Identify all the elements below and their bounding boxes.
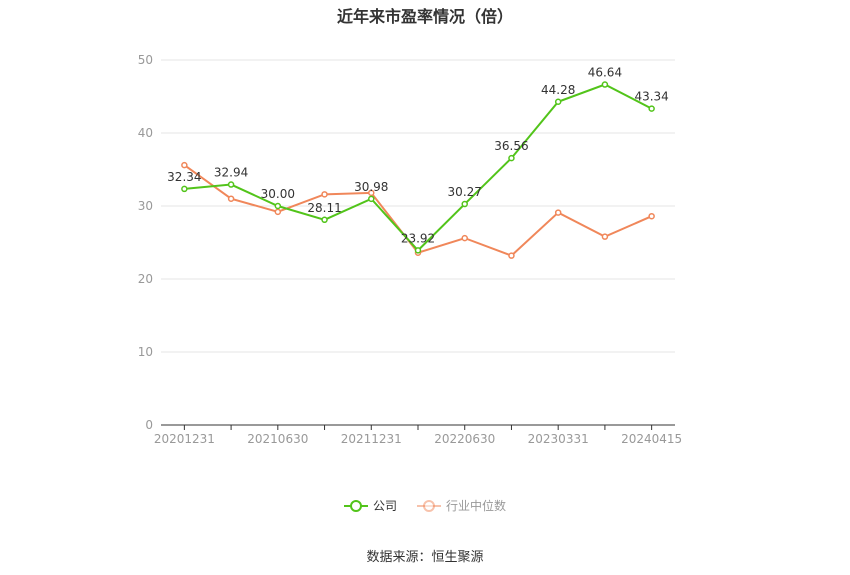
legend-item-industry[interactable]: 行业中位数	[417, 497, 506, 514]
data-point	[508, 252, 515, 259]
data-label: 32.34	[167, 170, 201, 184]
data-point	[461, 200, 468, 208]
data-point	[181, 161, 188, 169]
legend-industry-icon	[417, 499, 441, 512]
x-tick-label: 20211231	[341, 432, 402, 446]
y-tick-label: 0	[145, 418, 153, 432]
data-point	[554, 209, 562, 216]
data-point	[648, 212, 655, 220]
data-point	[227, 195, 235, 202]
legend-industry-label: 行业中位数	[446, 499, 507, 513]
data-source: 数据来源：恒生聚源	[366, 550, 484, 565]
data-point	[368, 195, 375, 203]
x-tick-label: 20210630	[247, 432, 308, 446]
data-point	[181, 185, 188, 193]
legend: 公司 行业中位数	[0, 497, 850, 514]
data-point	[227, 181, 235, 188]
y-tick-label: 50	[138, 53, 153, 67]
data-point	[554, 98, 562, 106]
data-point	[414, 247, 422, 254]
data-label: 36.56	[494, 139, 528, 153]
data-point	[601, 233, 609, 240]
data-point	[321, 191, 328, 198]
y-tick-label: 10	[138, 345, 153, 359]
data-label: 28.11	[307, 201, 341, 215]
data-label: 43.34	[634, 90, 668, 104]
data-point	[601, 81, 609, 88]
x-tick-label: 20240415	[621, 432, 682, 446]
data-label: 30.00	[261, 187, 295, 201]
y-tick-label: 30	[138, 199, 153, 213]
data-point	[274, 202, 282, 210]
data-label: 32.94	[214, 166, 248, 180]
data-point	[508, 154, 515, 162]
legend-company-icon	[343, 499, 368, 512]
legend-item-company[interactable]: 公司	[343, 497, 397, 514]
data-point	[274, 208, 282, 216]
x-tick-label: 20220630	[434, 432, 495, 446]
y-tick-label: 20	[138, 272, 153, 286]
data-point	[321, 216, 328, 224]
data-label: 44.28	[541, 83, 575, 97]
data-label: 23.92	[401, 231, 435, 245]
x-tick-label: 20201231	[154, 432, 215, 446]
data-label: 30.98	[354, 180, 388, 194]
legend-company-label: 公司	[372, 499, 397, 513]
chart-title: 近年来市盈率情况（倍）	[336, 7, 513, 26]
data-point	[461, 234, 468, 242]
data-point	[368, 189, 375, 197]
x-tick-label: 20230331	[528, 432, 589, 446]
data-label: 46.64	[588, 66, 622, 80]
y-tick-label: 40	[138, 126, 153, 140]
data-point	[648, 105, 655, 112]
data-label: 30.27	[448, 185, 482, 199]
